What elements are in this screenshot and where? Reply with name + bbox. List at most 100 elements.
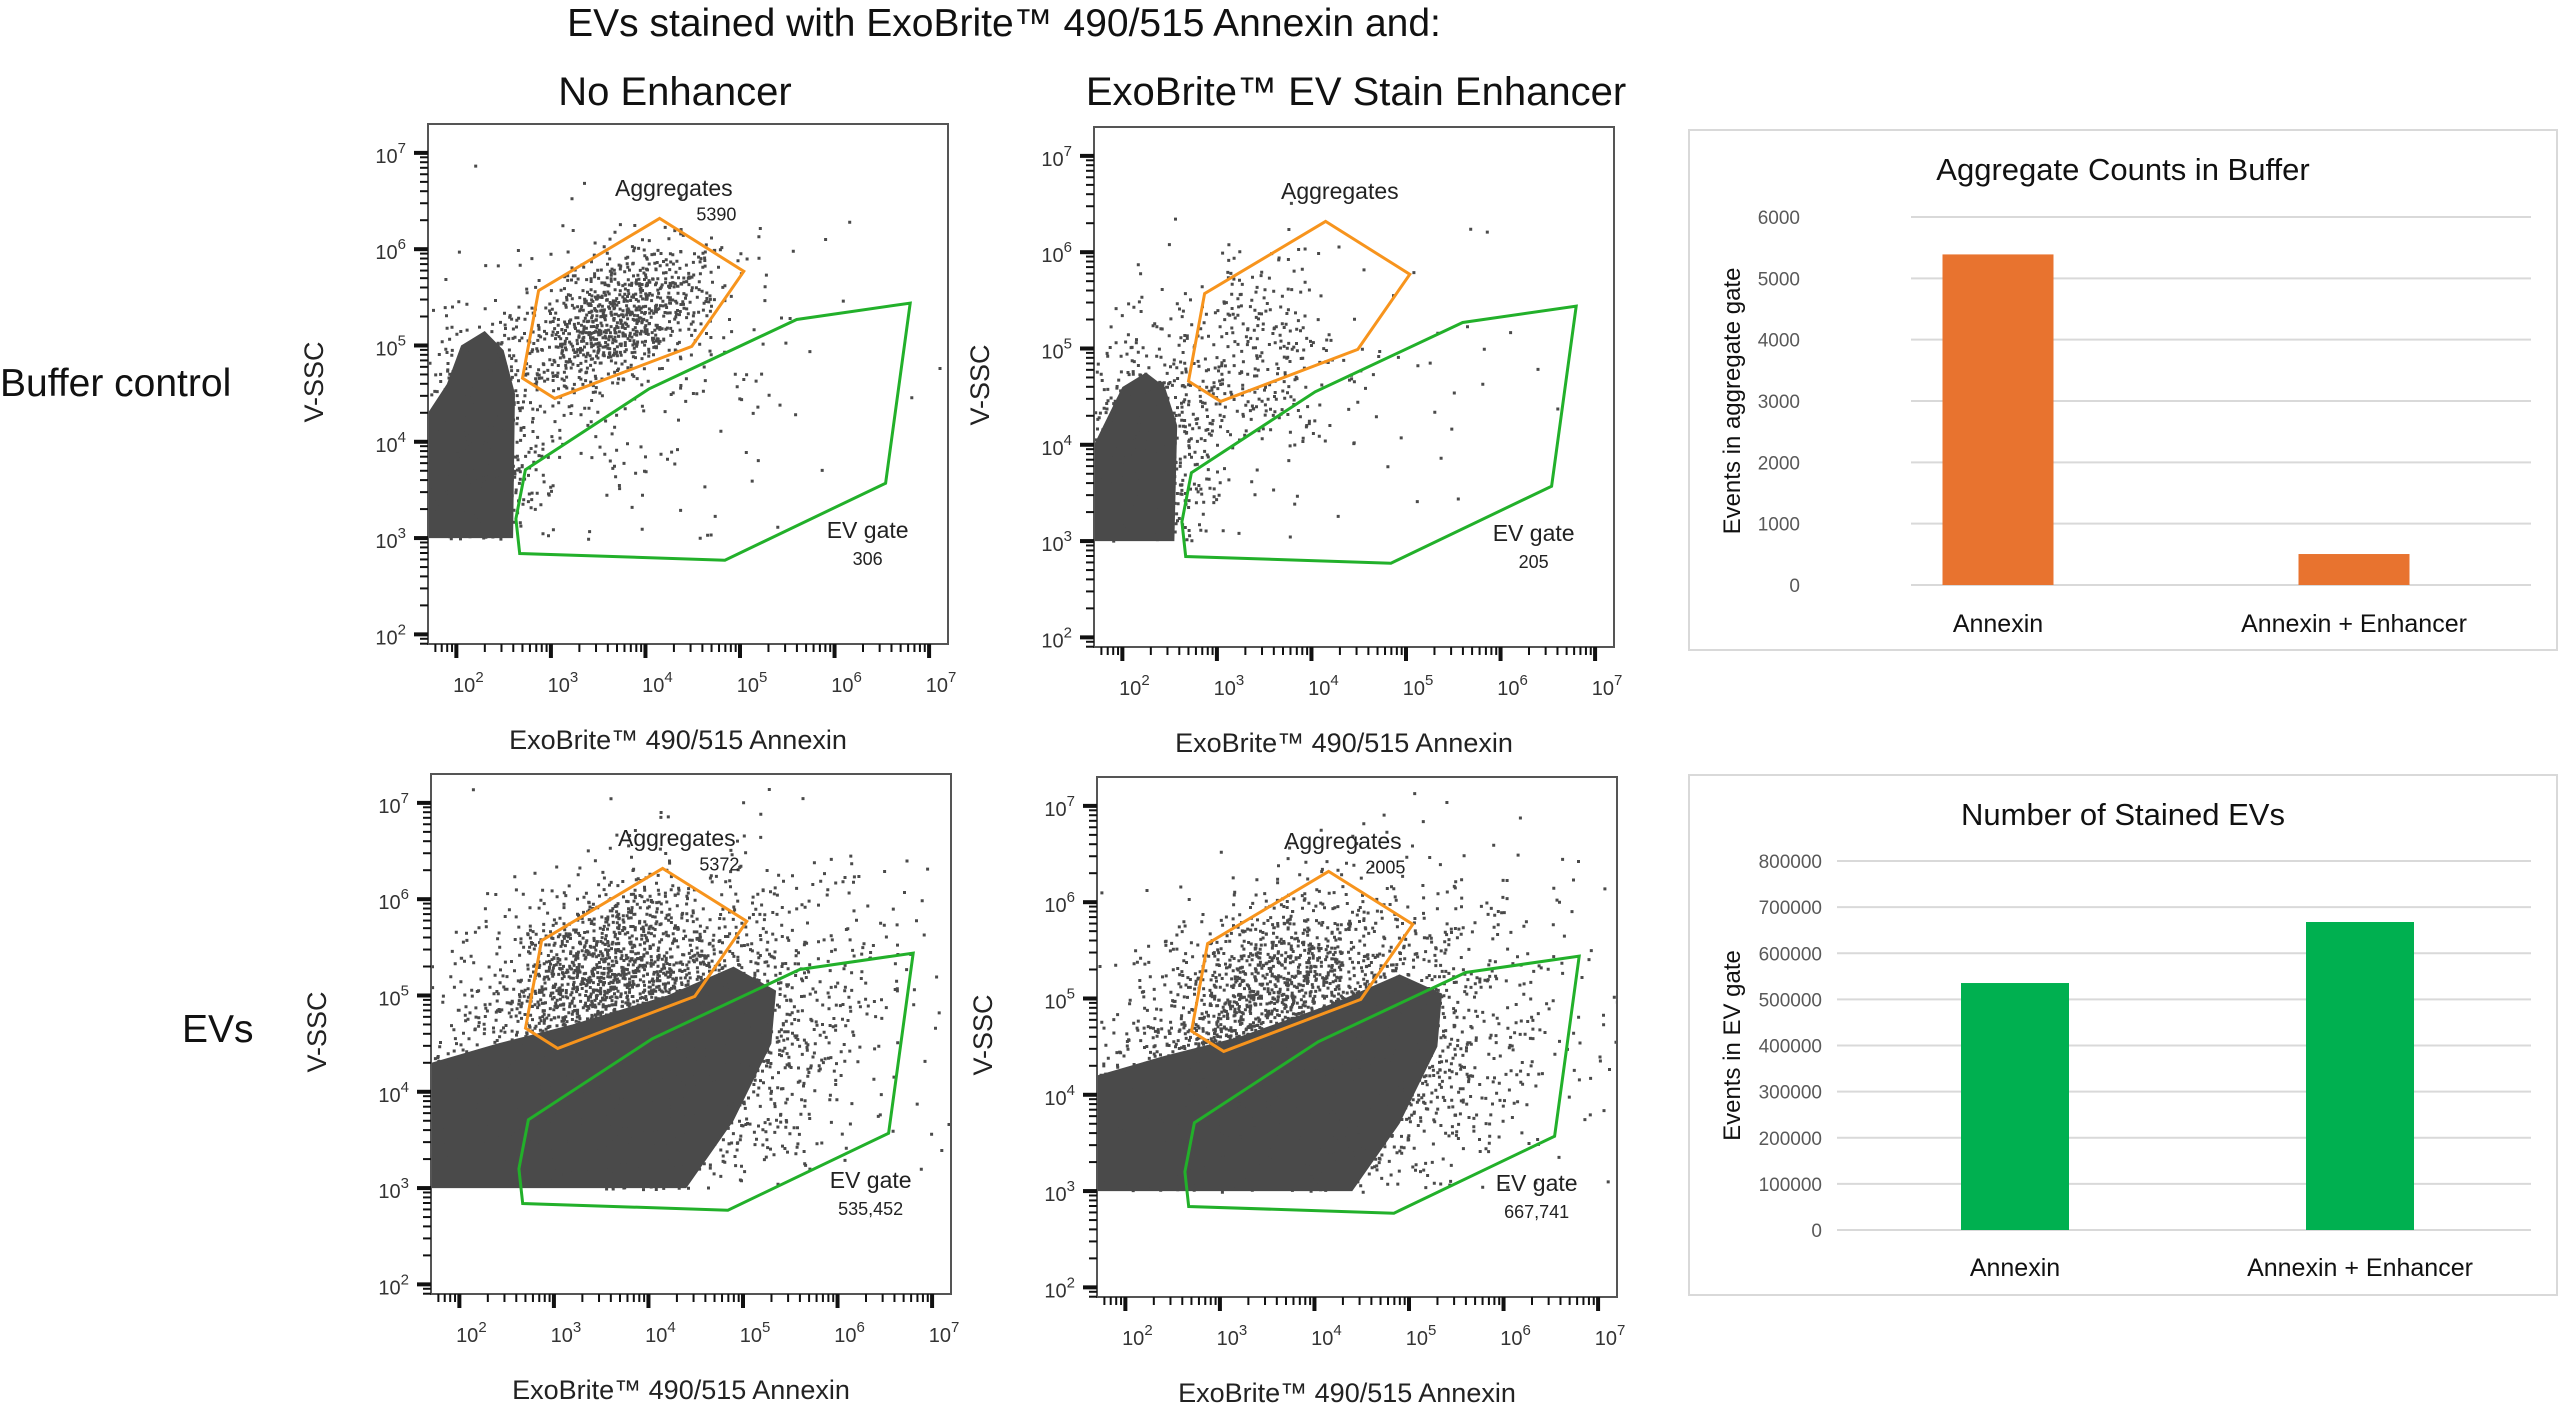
x-tick-label: 107: [1595, 1322, 1626, 1350]
aggregates-gate: [520, 216, 746, 401]
y-tick-label: 107: [375, 140, 406, 168]
x-tick-exponent: 4: [667, 1319, 675, 1336]
x-tick-label: 107: [1592, 672, 1623, 700]
y-tick-label: 103: [1041, 528, 1072, 556]
x-tick-exponent: 6: [853, 669, 861, 686]
y-tick-label: 300000: [1759, 1083, 1822, 1104]
y-tick-exponent: 4: [1067, 1082, 1075, 1099]
y-tick-label: 105: [1041, 335, 1072, 363]
y-tick-label: 107: [1044, 793, 1075, 821]
x-axis-label: ExoBrite™ 490/515 Annexin: [1178, 1378, 1516, 1408]
y-tick-label: 102: [1044, 1274, 1075, 1302]
x-tick-exponent: 5: [1428, 1322, 1436, 1339]
x-tick-exponent: 2: [475, 669, 483, 686]
x-tick-label: 102: [453, 669, 484, 697]
bar-annexin: [1942, 254, 2054, 585]
y-tick-exponent: 3: [1067, 1178, 1075, 1195]
y-tick-label: 0: [1811, 1221, 1822, 1242]
y-tick-label: 1000: [1758, 515, 1800, 536]
flow-plot-buffer-no-enhancer: Aggregates 5390 EV gate 306 102 102 103 103 104 1…: [299, 123, 957, 755]
y-axis-label: V-SSC: [302, 991, 332, 1072]
x-tick-exponent: 7: [1614, 672, 1622, 689]
bar-annexin-enhancer: [2298, 554, 2410, 585]
event-dots: [1094, 201, 1560, 543]
figure-title: EVs stained with ExoBrite™ 490/515 Annex…: [567, 2, 1441, 45]
y-tick-label: 107: [1041, 143, 1072, 171]
category-label: Annexin: [1953, 610, 2043, 638]
x-tick-exponent: 2: [1144, 1322, 1152, 1339]
y-tick-label: 4000: [1758, 331, 1800, 352]
x-tick-exponent: 5: [762, 1319, 770, 1336]
x-tick-exponent: 7: [951, 1319, 959, 1336]
x-tick-exponent: 5: [1425, 672, 1433, 689]
y-tick-exponent: 5: [1067, 985, 1075, 1002]
ev-gate-label: EV gate: [1496, 1170, 1578, 1196]
y-tick-label: 700000: [1759, 898, 1822, 919]
x-tick-label: 104: [645, 1319, 676, 1347]
x-tick-label: 105: [1406, 1322, 1437, 1350]
x-tick-label: 102: [1119, 672, 1150, 700]
x-tick-exponent: 6: [1522, 1322, 1530, 1339]
y-tick-label: 103: [378, 1175, 409, 1203]
y-axis-label: V-SSC: [968, 994, 998, 1075]
events-layer: [431, 788, 951, 1192]
y-tick-exponent: 2: [1064, 624, 1072, 641]
y-tick-label: 106: [1041, 239, 1072, 267]
x-axis-label: ExoBrite™ 490/515 Annexin: [509, 725, 847, 755]
category-label: Annexin: [1970, 1254, 2060, 1282]
aggregates-gate-label: Aggregates: [618, 825, 736, 851]
x-tick-label: 106: [1497, 672, 1528, 700]
x-tick-label: 106: [1500, 1322, 1531, 1350]
chart-title: Aggregate Counts in Buffer: [1936, 152, 2309, 187]
bar-annexin: [1961, 983, 2069, 1230]
aggregates-gate: [1189, 869, 1415, 1054]
x-tick-label: 102: [1122, 1322, 1153, 1350]
y-axis-label: Events in aggregate gate: [1719, 268, 1746, 535]
ev-gate-count: 306: [853, 549, 883, 569]
y-tick-label: 104: [378, 1079, 409, 1107]
y-tick-exponent: 4: [1064, 432, 1072, 449]
y-tick-label: 103: [1044, 1178, 1075, 1206]
x-axis-label: ExoBrite™ 490/515 Annexin: [1175, 728, 1513, 758]
ev-gate-count: 535,452: [838, 1199, 903, 1219]
aggregates-gate: [1186, 219, 1412, 404]
aggregates-gate-count: 5390: [696, 204, 736, 224]
x-tick-label: 107: [926, 669, 957, 697]
x-tick-exponent: 7: [1617, 1322, 1625, 1339]
x-tick-label: 103: [551, 1319, 582, 1347]
y-tick-label: 102: [378, 1271, 409, 1299]
x-tick-exponent: 4: [664, 669, 672, 686]
x-tick-label: 106: [831, 669, 862, 697]
y-tick-label: 102: [375, 621, 406, 649]
y-tick-exponent: 4: [398, 429, 406, 446]
ev-gate: [514, 301, 912, 562]
flow-plot-buffer-enhancer: Aggregates EV gate 205 102 102 103 103 104 104 10…: [965, 126, 1623, 758]
x-tick-label: 103: [1217, 1322, 1248, 1350]
y-tick-exponent: 4: [401, 1079, 409, 1096]
event-dots: [428, 164, 942, 541]
y-tick-exponent: 6: [1067, 889, 1075, 906]
chart-title: Number of Stained EVs: [1961, 797, 2285, 832]
ev-gate-label: EV gate: [1493, 520, 1575, 546]
events-layer: [428, 164, 942, 541]
x-tick-exponent: 6: [1519, 672, 1527, 689]
x-tick-label: 103: [1214, 672, 1245, 700]
y-tick-exponent: 5: [1064, 335, 1072, 352]
x-tick-exponent: 3: [1236, 672, 1244, 689]
x-tick-label: 104: [1308, 672, 1339, 700]
x-tick-exponent: 5: [759, 669, 767, 686]
x-tick-label: 103: [548, 669, 579, 697]
y-tick-exponent: 7: [1064, 143, 1072, 160]
column-title-enhancer: ExoBrite™ EV Stain Enhancer: [1085, 70, 1627, 114]
y-tick-label: 800000: [1759, 852, 1822, 873]
y-tick-label: 0: [1789, 576, 1800, 597]
column-title-no-enhancer: No Enhancer: [558, 70, 792, 114]
x-tick-exponent: 4: [1333, 1322, 1341, 1339]
y-tick-label: 6000: [1758, 208, 1800, 229]
y-tick-label: 105: [378, 982, 409, 1010]
category-label: Annexin + Enhancer: [2241, 610, 2467, 638]
y-tick-exponent: 2: [1067, 1274, 1075, 1291]
y-tick-exponent: 5: [398, 332, 406, 349]
y-tick-exponent: 5: [401, 982, 409, 999]
